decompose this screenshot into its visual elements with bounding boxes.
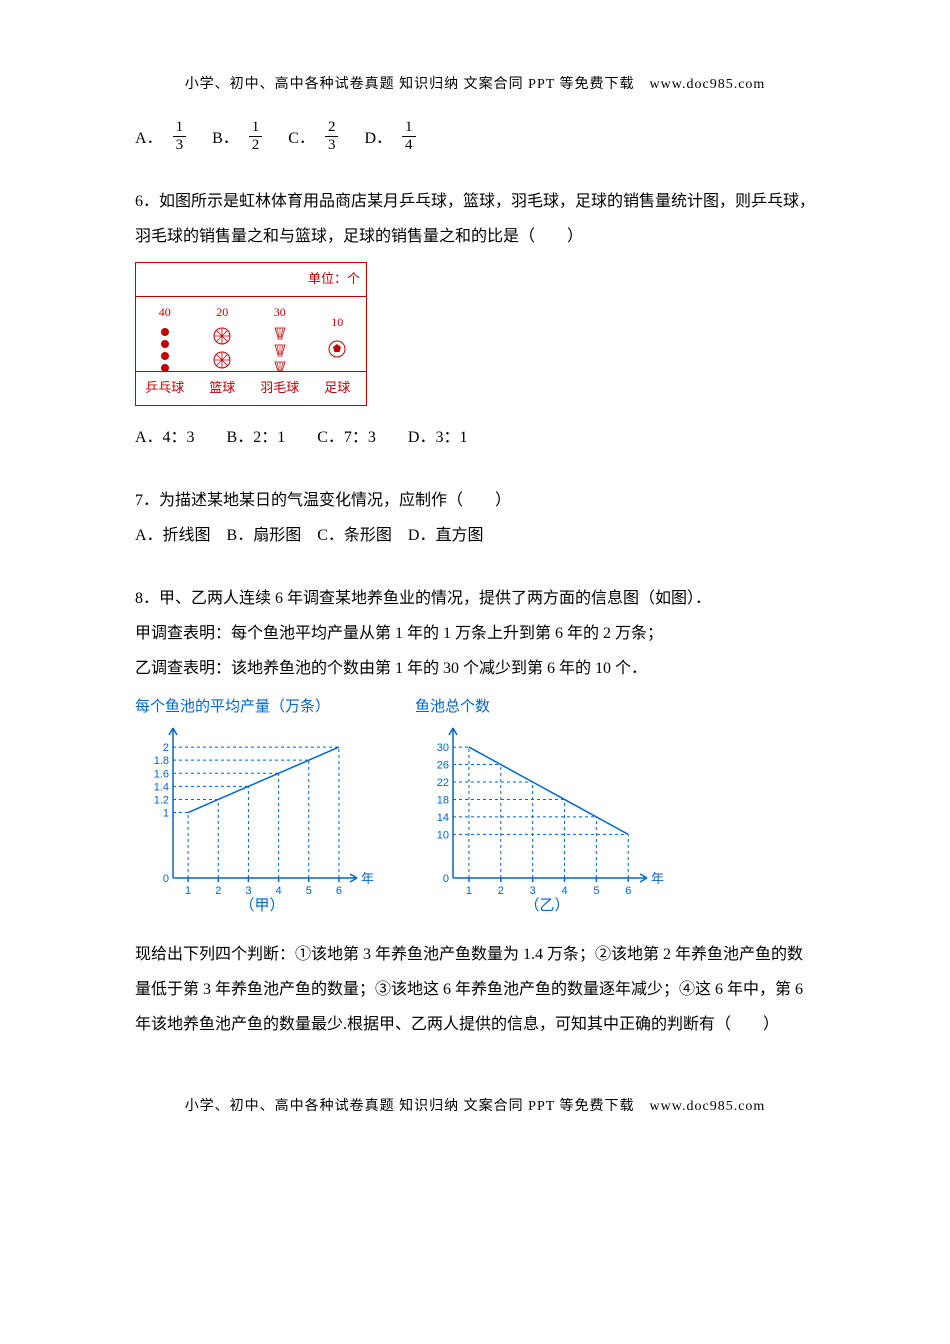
svg-text:（甲）: （甲） — [239, 897, 284, 914]
svg-text:2: 2 — [215, 885, 221, 897]
opt-b-label: B． — [212, 121, 239, 156]
svg-text:年: 年 — [361, 871, 374, 886]
svg-text:1: 1 — [163, 807, 169, 819]
svg-text:5: 5 — [306, 885, 312, 897]
svg-text:1: 1 — [466, 885, 472, 897]
page-container: 小学、初中、高中各种试卷真题 知识归纳 文案合同 PPT 等免费下载 www.d… — [0, 0, 950, 1163]
svg-text:1.6: 1.6 — [154, 768, 169, 780]
svg-text:4: 4 — [561, 885, 567, 897]
svg-text:5: 5 — [593, 885, 599, 897]
label: 篮球 — [194, 372, 252, 405]
opt-a-label: A． — [135, 121, 163, 156]
pictograph-data-row: 40 20 30 — [136, 297, 366, 372]
col-badminton: 30 — [251, 297, 309, 371]
svg-text:2: 2 — [498, 885, 504, 897]
svg-text:26: 26 — [437, 759, 449, 771]
question-7: 7．为描述某地某日的气温变化情况，应制作（ ） A．折线图 B．扇形图 C．条形… — [135, 483, 815, 553]
frac-den: 3 — [173, 137, 187, 154]
col-basketball: 20 — [194, 297, 252, 371]
unit-label: 单位：个 — [136, 263, 366, 297]
opt-c-label: C． — [288, 121, 315, 156]
svg-text:年: 年 — [651, 871, 664, 886]
chart-jia: 每个鱼池的平均产量（万条） 011.21.41.61.82123456年（甲） — [135, 691, 375, 927]
question-8: 8．甲、乙两人连续 6 年调查某地养鱼业的情况，提供了两方面的信息图（如图）． … — [135, 581, 815, 1042]
frac-c: 2 3 — [325, 119, 339, 153]
shuttlecock-icon — [272, 326, 288, 371]
q8-after: 现给出下列四个判断：①该地第 3 年养鱼池产鱼数量为 1.4 万条；②该地第 2… — [135, 937, 815, 1043]
col-football: 10 — [309, 297, 367, 371]
page-header: 小学、初中、高中各种试卷真题 知识归纳 文案合同 PPT 等免费下载 www.d… — [135, 70, 815, 101]
label: 足球 — [309, 372, 367, 405]
svg-text:0: 0 — [443, 873, 449, 885]
page-footer: 小学、初中、高中各种试卷真题 知识归纳 文案合同 PPT 等免费下载 www.d… — [135, 1092, 815, 1123]
svg-text:18: 18 — [437, 794, 449, 806]
svg-text:1.2: 1.2 — [154, 794, 169, 806]
q8-text3: 乙调查表明：该地养鱼池的个数由第 1 年的 30 个减少到第 6 年的 10 个… — [135, 651, 815, 686]
pictograph-labels: 乒乓球 篮球 羽毛球 足球 — [136, 372, 366, 405]
svg-text:6: 6 — [336, 885, 342, 897]
frac-num: 2 — [325, 119, 339, 137]
svg-text:0: 0 — [163, 873, 169, 885]
svg-text:4: 4 — [276, 885, 282, 897]
basketball-icon — [212, 326, 232, 371]
q8-text2: 甲调查表明：每个鱼池平均产量从第 1 年的 1 万条上升到第 6 年的 2 万条… — [135, 616, 815, 651]
q7-options: A．折线图 B．扇形图 C．条形图 D．直方图 — [135, 518, 815, 553]
svg-text:6: 6 — [625, 885, 631, 897]
svg-text:14: 14 — [437, 812, 449, 824]
frac-den: 2 — [249, 137, 263, 154]
chart2-title: 鱼池总个数 — [415, 691, 665, 724]
chart1-svg: 011.21.41.61.82123456年（甲） — [135, 724, 375, 914]
svg-text:22: 22 — [437, 777, 449, 789]
svg-text:1: 1 — [185, 885, 191, 897]
frac-b: 1 2 — [249, 119, 263, 153]
col-pingpong: 40 — [136, 297, 194, 371]
frac-num: 1 — [402, 119, 416, 137]
label: 羽毛球 — [251, 372, 309, 405]
svg-text:1.8: 1.8 — [154, 755, 169, 767]
q7-text: 7．为描述某地某日的气温变化情况，应制作（ ） — [135, 483, 815, 518]
q8-text1: 8．甲、乙两人连续 6 年调查某地养鱼业的情况，提供了两方面的信息图（如图）． — [135, 581, 815, 616]
pictograph-table: 单位：个 40 20 30 — [135, 262, 367, 405]
football-icon — [327, 339, 347, 359]
count: 10 — [331, 309, 343, 335]
question-6: 6．如图所示是虹林体育用品商店某月乒乓球，篮球，羽毛球，足球的销售量统计图，则乒… — [135, 184, 815, 455]
svg-text:30: 30 — [437, 742, 449, 754]
frac-a: 1 3 — [173, 119, 187, 153]
frac-num: 1 — [173, 119, 187, 137]
opt-d-label: D． — [364, 121, 392, 156]
chart1-title: 每个鱼池的平均产量（万条） — [135, 691, 375, 724]
frac-den: 4 — [402, 137, 416, 154]
chart2-svg: 0 10 14 18 22 26 30 1 2 3 4 5 6 年 （乙） — [415, 724, 665, 914]
count: 40 — [159, 299, 171, 325]
count: 30 — [274, 299, 286, 325]
q6-text: 6．如图所示是虹林体育用品商店某月乒乓球，篮球，羽毛球，足球的销售量统计图，则乒… — [135, 184, 815, 254]
q6-options: A．4：3 B．2：1 C．7：3 D．3：1 — [135, 420, 815, 455]
pingpong-icon — [158, 326, 172, 371]
frac-d: 1 4 — [402, 119, 416, 153]
svg-text:1.4: 1.4 — [154, 781, 169, 793]
chart-yi: 鱼池总个数 0 10 14 18 22 26 30 1 2 3 4 5 6 年 （乙） — [415, 691, 665, 927]
frac-den: 3 — [325, 137, 339, 154]
svg-text:3: 3 — [245, 885, 251, 897]
svg-text:（乙）: （乙） — [524, 897, 569, 914]
charts-container: 每个鱼池的平均产量（万条） 011.21.41.61.82123456年（甲） … — [135, 691, 815, 927]
svg-text:10: 10 — [437, 829, 449, 841]
frac-num: 1 — [249, 119, 263, 137]
svg-text:2: 2 — [163, 742, 169, 754]
q5-options: A． 1 3 B． 1 2 C． 2 3 D． 1 4 — [135, 121, 815, 156]
label: 乒乓球 — [136, 372, 194, 405]
count: 20 — [216, 299, 228, 325]
svg-text:3: 3 — [530, 885, 536, 897]
